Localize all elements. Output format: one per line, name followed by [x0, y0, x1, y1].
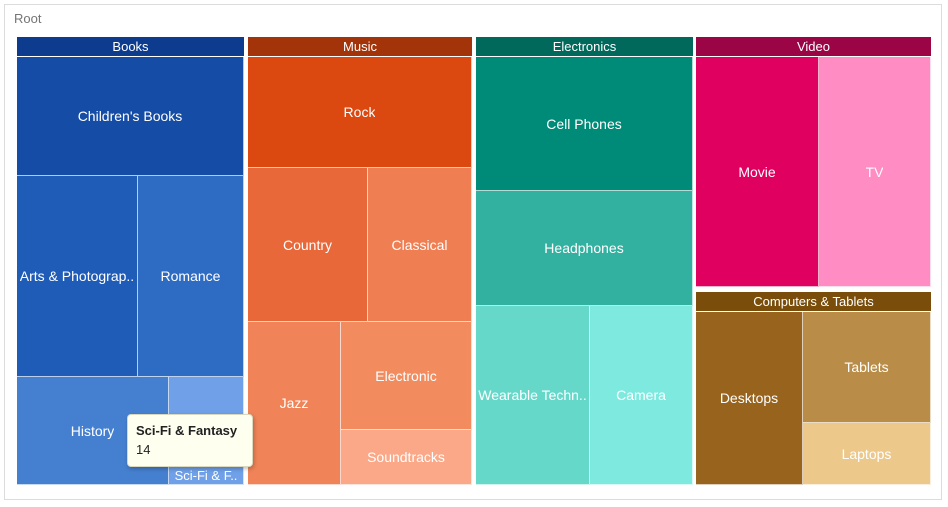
group-header-electronics[interactable]: Electronics	[476, 37, 693, 56]
tile-tv[interactable]: TV	[819, 57, 931, 287]
tile-romance[interactable]: Romance	[138, 176, 244, 377]
tile-tablets[interactable]: Tablets	[803, 312, 931, 423]
tile-children-s-books[interactable]: Children's Books	[17, 57, 244, 176]
tile-arts-photography[interactable]: Arts & Photograp..	[17, 176, 138, 377]
tile-label: Arts & Photograp..	[19, 268, 135, 284]
tile-label: Classical	[391, 236, 448, 253]
tile-label: Cell Phones	[546, 115, 622, 132]
tile-label: Movie	[738, 163, 776, 180]
tile-label: Rock	[343, 104, 376, 120]
tile-label: History	[70, 422, 115, 439]
tile-label: Camera	[616, 387, 666, 403]
tile-soundtracks[interactable]: Soundtracks	[341, 430, 472, 485]
tile-electronic[interactable]: Electronic	[341, 322, 472, 430]
tile-label: Laptops	[841, 445, 892, 462]
group-header-video[interactable]: Video	[696, 37, 931, 56]
tile-country[interactable]: Country	[248, 168, 368, 322]
breadcrumb[interactable]: Root	[14, 11, 42, 26]
tile-camera[interactable]: Camera	[590, 306, 693, 485]
tooltip-value: 14	[136, 442, 151, 457]
tile-label: Headphones	[544, 240, 624, 256]
tile-rock[interactable]: Rock	[248, 57, 472, 168]
tile-label: Romance	[160, 268, 221, 284]
tile-label: Soundtracks	[367, 449, 445, 465]
tile-desktops[interactable]: Desktops	[696, 312, 803, 485]
tile-label: Electronic	[375, 367, 437, 384]
group-header-books[interactable]: Books	[17, 37, 244, 56]
tile-label: TV	[865, 163, 884, 180]
group-header-music[interactable]: Music	[248, 37, 472, 56]
tile-laptops[interactable]: Laptops	[803, 423, 931, 485]
group-header-computers-tablets[interactable]: Computers & Tablets	[696, 292, 931, 311]
tooltip-title: Sci-Fi & Fantasy	[136, 423, 238, 438]
tile-wearable-technology[interactable]: Wearable Techn..	[476, 306, 590, 485]
tile-movie[interactable]: Movie	[696, 57, 819, 287]
tile-label: Children's Books	[77, 108, 183, 124]
tile-label: Sci-Fi & F..	[174, 468, 238, 483]
tile-classical[interactable]: Classical	[368, 168, 472, 322]
tile-label: Desktops	[719, 390, 779, 406]
tile-cell-phones[interactable]: Cell Phones	[476, 57, 693, 191]
tile-headphones[interactable]: Headphones	[476, 191, 693, 306]
tile-jazz[interactable]: Jazz	[248, 322, 341, 485]
tile-label: Wearable Techn..	[478, 387, 587, 403]
tooltip: Sci-Fi & Fantasy 14	[127, 414, 253, 467]
tile-label: Jazz	[279, 395, 309, 411]
tile-label: Country	[282, 236, 333, 253]
tile-label: Tablets	[844, 359, 889, 375]
